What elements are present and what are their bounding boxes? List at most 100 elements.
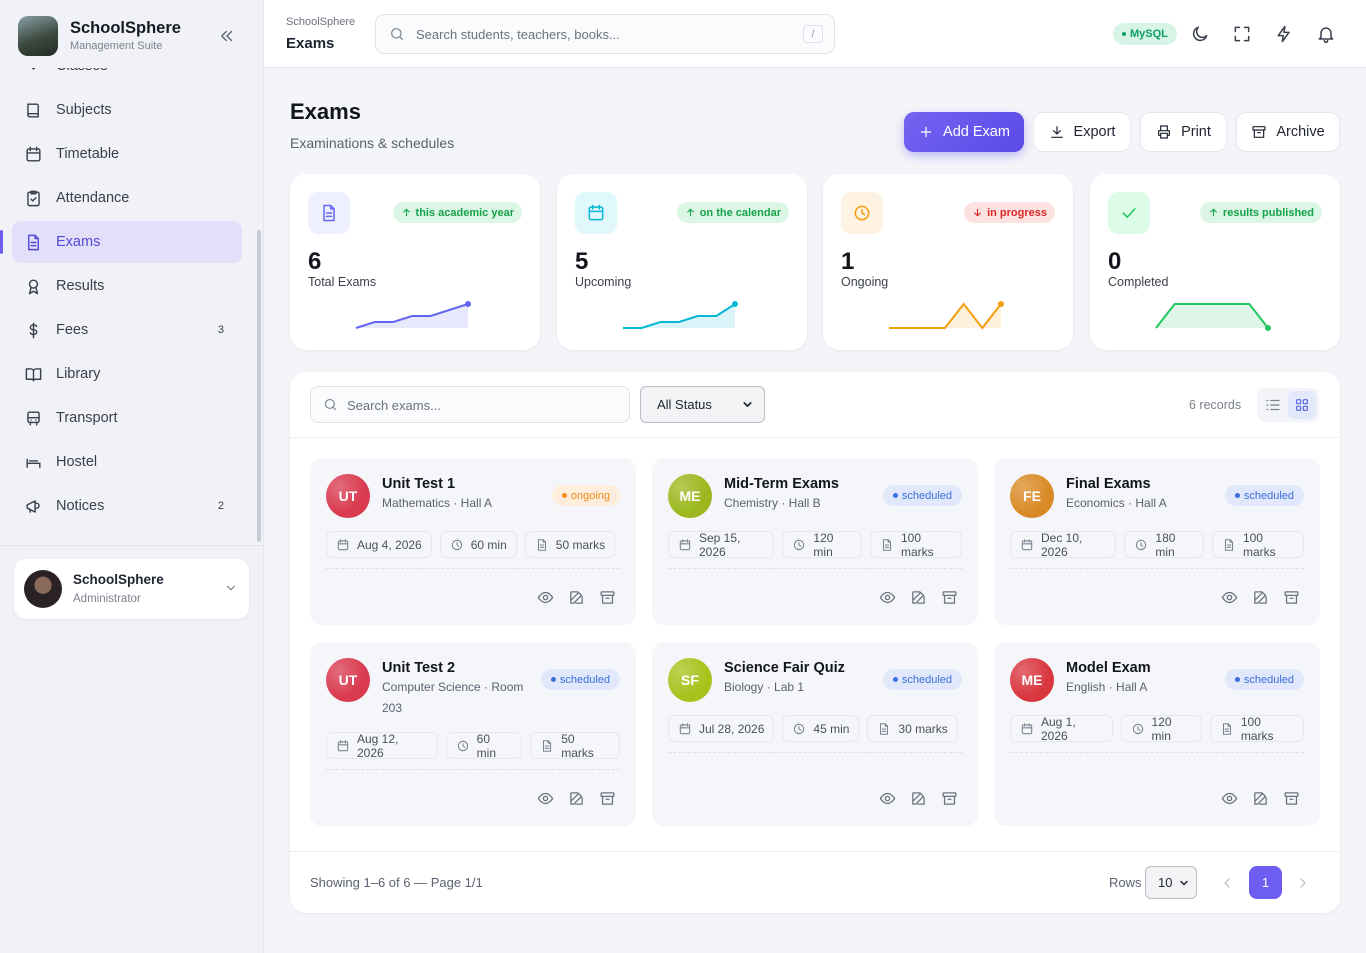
status-dot: [892, 493, 898, 498]
nav-label: Timetable: [56, 146, 120, 162]
card-actions: [1010, 770, 1304, 826]
current-page[interactable]: 1: [1249, 866, 1282, 899]
pagination-summary: Showing 1–6 of 6 — Page 1/1: [310, 875, 483, 890]
action-button[interactable]: Archive: [1236, 112, 1340, 152]
edit-button[interactable]: [1252, 790, 1269, 807]
chip-icon: [794, 539, 805, 550]
nav-item[interactable]: Attendance: [12, 177, 242, 219]
grid-view[interactable]: [1288, 391, 1316, 419]
user-menu[interactable]: [224, 581, 238, 595]
nav-item[interactable]: Transport: [12, 397, 242, 439]
exam-search[interactable]: Search exams...: [310, 386, 630, 423]
exam-grid: UT Unit Test 1 Mathematics · Hall A ongoing…: [310, 458, 1320, 826]
nav-item[interactable]: Classes: [12, 68, 242, 87]
exam-details: Chemistry · Hall B: [724, 496, 821, 510]
nav-item[interactable]: Subjects: [12, 89, 242, 131]
quick-actions[interactable]: [1274, 24, 1294, 44]
edit-button[interactable]: [568, 589, 585, 606]
status-filter[interactable]: All Status: [640, 386, 765, 423]
chip-icon: [537, 538, 546, 551]
active-indicator: [0, 230, 3, 254]
exam-card[interactable]: UT Unit Test 2 Computer Science · Room 203…: [310, 642, 636, 826]
nav-badge: 2: [217, 500, 224, 512]
action-button[interactable]: Print: [1140, 112, 1227, 152]
list-view[interactable]: [1264, 396, 1282, 414]
nav-item[interactable]: Hostel: [12, 441, 242, 483]
nav-item[interactable]: Exams: [12, 221, 242, 263]
db-dot: [1122, 32, 1126, 36]
archive-button[interactable]: [1283, 790, 1300, 807]
button-label: Archive: [1276, 124, 1325, 140]
exam-name: Final Exams: [1066, 476, 1151, 492]
nav-label: Fees: [56, 322, 89, 338]
card-actions: [1010, 569, 1304, 625]
edit-button[interactable]: [910, 790, 927, 807]
prev-page[interactable]: [1219, 875, 1235, 891]
page-subtitle: Examinations & schedules: [290, 135, 455, 151]
exam-card[interactable]: ME Model Exam English · Hall A scheduled Aug…: [994, 642, 1320, 826]
chevron: [1180, 880, 1188, 885]
global-search[interactable]: Search students, teachers, books... /: [375, 14, 835, 54]
exam-name: Model Exam: [1066, 660, 1151, 676]
exam-card[interactable]: SF Science Fair Quiz Biology · Lab 1 schedu…: [652, 642, 978, 826]
status-pill: scheduled: [882, 669, 962, 690]
card-actions: [668, 569, 962, 625]
collapse-button[interactable]: [218, 27, 236, 45]
nav-icon: [25, 367, 42, 382]
stat-value: 0: [1108, 248, 1122, 275]
nav-item[interactable]: Timetable: [12, 133, 242, 175]
sparkline-line: [623, 303, 736, 329]
nav-label: Attendance: [56, 190, 130, 206]
edit-button[interactable]: [1252, 589, 1269, 606]
eye-button[interactable]: [1221, 790, 1238, 807]
archive-button[interactable]: [599, 589, 616, 606]
nav-item[interactable]: Notices 2: [12, 485, 242, 527]
divider: [290, 437, 1340, 438]
action-button[interactable]: Add Exam: [904, 112, 1024, 152]
trend-pill: results published: [1199, 202, 1322, 223]
eye-button[interactable]: [879, 589, 896, 606]
meta-chip: 120 min: [782, 531, 862, 559]
action-button[interactable]: Export: [1033, 112, 1131, 152]
notifications[interactable]: [1316, 24, 1336, 44]
meta-chips: Aug 4, 2026 60 min 50 marks: [326, 531, 620, 558]
rows-select[interactable]: 10: [1145, 866, 1197, 899]
nav-icon: [32, 68, 35, 70]
archive-button[interactable]: [941, 589, 958, 606]
sparkline: [1155, 303, 1271, 331]
page-name: Exams: [286, 35, 335, 52]
meta-chip: 100 marks: [869, 531, 962, 559]
archive-button[interactable]: [599, 790, 616, 807]
nav-item[interactable]: Library: [12, 353, 242, 395]
nav-item[interactable]: Results: [12, 265, 242, 307]
archive-button[interactable]: [941, 790, 958, 807]
exam-card[interactable]: UT Unit Test 1 Mathematics · Hall A ongoing…: [310, 458, 636, 625]
edit-button[interactable]: [910, 589, 927, 606]
exam-card[interactable]: ME Mid-Term Exams Chemistry · Hall B schedu…: [652, 458, 978, 625]
fullscreen[interactable]: [1232, 24, 1252, 44]
chip-text: 60 min: [470, 537, 507, 552]
eye-button[interactable]: [537, 589, 554, 606]
chip-icon: [882, 538, 891, 551]
exam-card[interactable]: FE Final Exams Economics · Hall A scheduled…: [994, 458, 1320, 625]
trend-text: on the calendar: [699, 206, 781, 219]
nav: Classes Subjects Timetable Attendance Exams R…: [0, 68, 258, 538]
next-page[interactable]: [1295, 875, 1311, 891]
archive-button[interactable]: [1283, 589, 1300, 606]
user-card[interactable]: SchoolSphere Administrator: [14, 559, 249, 619]
card-divider: [326, 769, 620, 770]
db-badge: MySQL: [1113, 23, 1177, 45]
eye-button[interactable]: [879, 790, 896, 807]
nav-item[interactable]: Fees 3: [12, 309, 242, 351]
status-dot: [561, 493, 567, 498]
shortcut-key: /: [803, 25, 823, 43]
chip-text: Aug 4, 2026: [357, 537, 422, 552]
db-name: MySQL: [1130, 28, 1168, 40]
stat-card: in progress 1 Ongoing: [823, 174, 1073, 350]
status-text: scheduled: [1243, 489, 1294, 502]
edit-button[interactable]: [568, 790, 585, 807]
eye-button[interactable]: [537, 790, 554, 807]
theme-toggle[interactable]: [1190, 24, 1210, 44]
eye-button[interactable]: [1221, 589, 1238, 606]
search-icon: [391, 28, 403, 40]
